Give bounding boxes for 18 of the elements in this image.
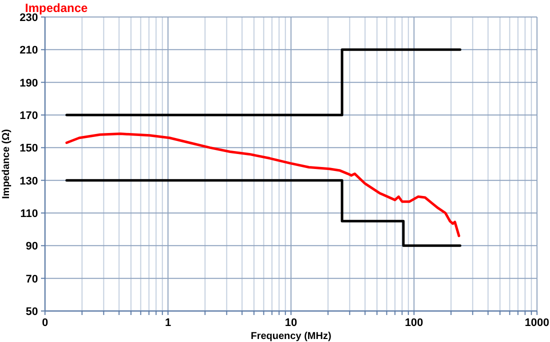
y-tick-label: 170 <box>20 110 38 122</box>
y-tick-label: 190 <box>20 77 38 90</box>
x-tick-label: 1000 <box>524 317 550 329</box>
y-tick-label: 230 <box>20 12 38 24</box>
y-tick-label: 210 <box>20 44 38 57</box>
chart-title: Impedance <box>25 1 88 15</box>
y-axis-title: Impedance (Ω) <box>1 129 12 199</box>
y-tick-label: 50 <box>26 306 38 318</box>
y-tick-label: 150 <box>20 142 38 155</box>
y-tick-label: 110 <box>20 208 38 220</box>
x-tick-label: 100 <box>404 317 424 329</box>
x-tick-label: 1 <box>164 317 172 329</box>
x-tick-label: 10 <box>284 317 298 329</box>
y-tick-label: 90 <box>26 240 38 253</box>
x-tick-label: 0 <box>42 317 48 329</box>
y-tick-label: 70 <box>26 273 38 286</box>
y-tick-label: 130 <box>20 175 38 188</box>
x-axis-title: Frequency (MHz) <box>250 331 332 342</box>
